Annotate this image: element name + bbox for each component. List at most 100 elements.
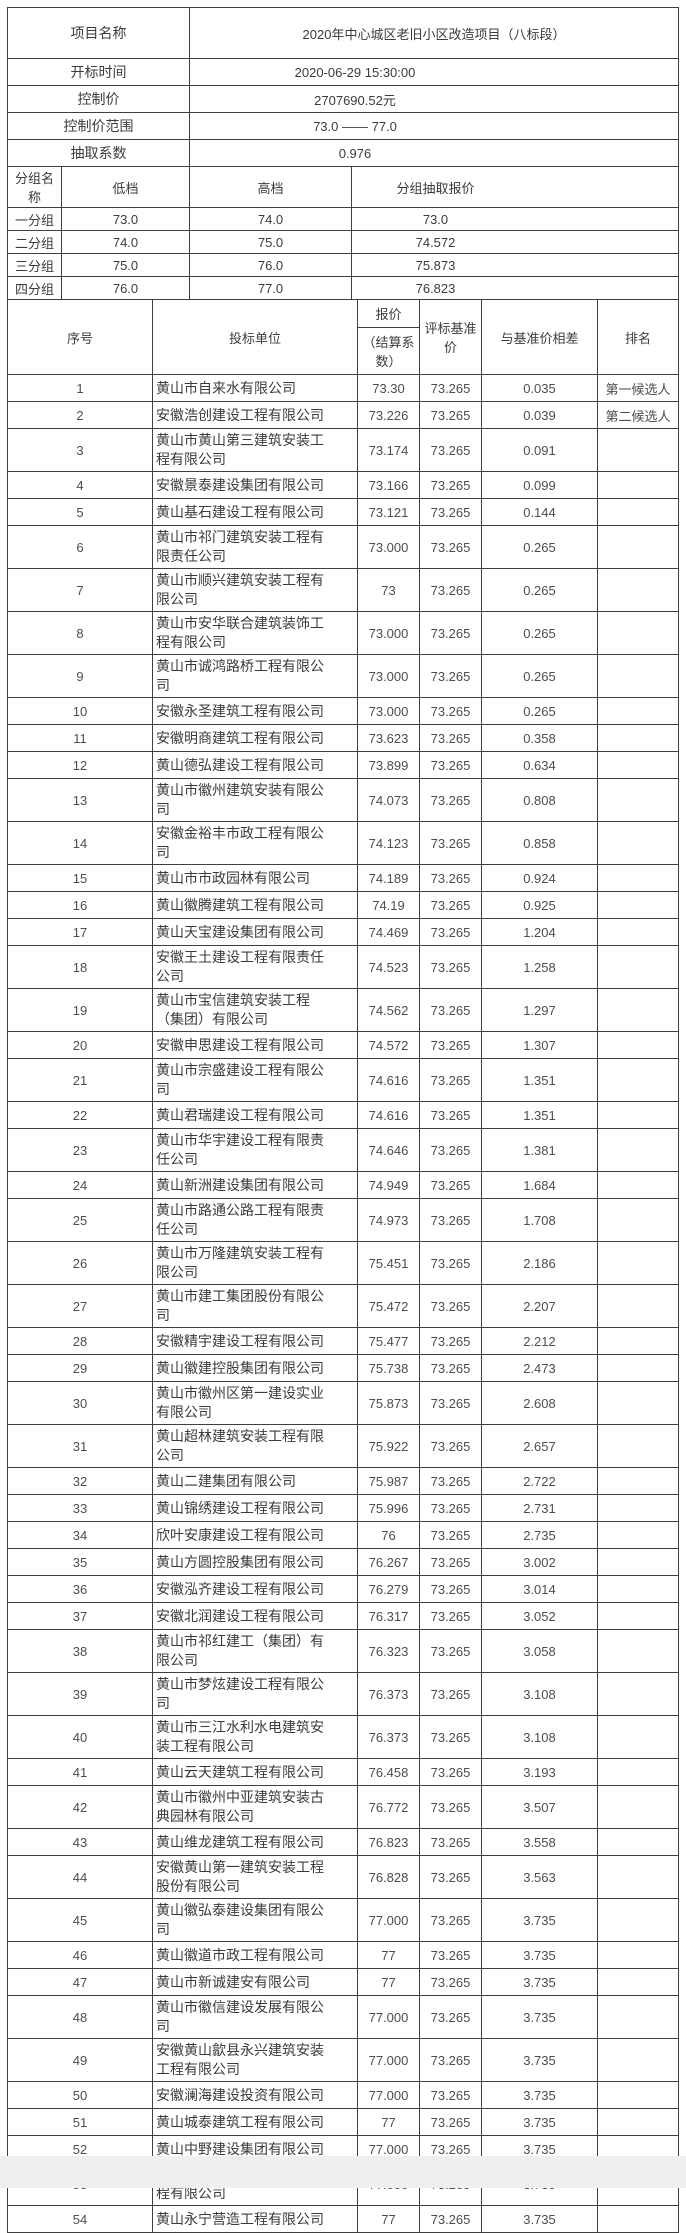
group-name: 三分组 [7,253,62,277]
group-high-value: 77.0 [189,276,352,300]
bid-no: 34 [7,1521,153,1549]
col-header-base: 评标基准价 [419,299,482,375]
bid-base-price: 73.265 [419,988,482,1032]
bid-row: 49 安徽黄山歙县永兴建筑安装工程有限公司 77.000 73.265 3.73… [7,2038,679,2082]
bid-row: 47 黄山市新诚建安有限公司 77 73.265 3.735 [7,1968,679,1996]
bid-company: 黄山徽建控股集团有限公司 [152,1354,358,1382]
bid-base-price: 73.265 [419,918,482,946]
bid-rank [597,568,679,612]
bid-no: 8 [7,611,153,655]
info-label: 控制价范围 [7,112,190,140]
bid-rows: 1 黄山市自来水有限公司 73.30 73.265 0.035 第一候选人 2 … [7,374,679,2233]
bid-base-price: 73.265 [419,1327,482,1355]
bid-no: 7 [7,568,153,612]
bid-row: 25 黄山市路通公路工程有限责任公司 74.973 73.265 1.708 [7,1198,679,1242]
bid-table-header-row: 序号 投标单位 报价 （结算系数） 评标基准价 与基准价相差 排名 [7,299,679,375]
bid-no: 54 [7,2205,153,2233]
bid-rank [597,778,679,822]
col-header-company: 投标单位 [152,299,358,375]
bid-price: 75.738 [357,1354,420,1382]
bid-row: 13 黄山市徽州建筑安装有限公司 74.073 73.265 0.808 [7,778,679,822]
bid-row: 2 安徽浩创建设工程有限公司 73.226 73.265 0.039 第二候选人 [7,401,679,429]
bid-price: 75.472 [357,1284,420,1328]
bid-row: 11 安徽明商建筑工程有限公司 73.623 73.265 0.358 [7,724,679,752]
bid-company: 黄山市安华联合建筑装饰工程有限公司 [152,611,358,655]
bid-diff: 0.634 [481,751,598,779]
bid-diff: 3.507 [481,1785,598,1829]
bid-diff: 0.265 [481,697,598,725]
bid-company: 黄山君瑞建设工程有限公司 [152,1101,358,1129]
bid-rank [597,2038,679,2082]
bid-company: 黄山市徽州区第一建设实业有限公司 [152,1381,358,1425]
bid-price: 74.523 [357,945,420,989]
bid-no: 6 [7,525,153,569]
info-value: 0.976 [189,139,679,167]
bid-diff: 1.351 [481,1101,598,1129]
bid-rank [597,697,679,725]
bid-no: 17 [7,918,153,946]
bid-no: 44 [7,1855,153,1899]
bid-rank [597,428,679,472]
group-low-value: 73.0 [61,207,190,231]
bid-price: 73 [357,568,420,612]
bid-row: 1 黄山市自来水有限公司 73.30 73.265 0.035 第一候选人 [7,374,679,402]
info-label: 项目名称 [7,7,190,59]
bid-rank [597,821,679,865]
bid-price: 77.000 [357,2081,420,2109]
bid-no: 45 [7,1898,153,1942]
bid-rank [597,1828,679,1856]
bid-diff: 3.735 [481,1898,598,1942]
bid-rank [597,498,679,526]
group-low-value: 76.0 [61,276,190,300]
bid-no: 12 [7,751,153,779]
bid-base-price: 73.265 [419,1715,482,1759]
bid-company: 安徽景泰建设集团有限公司 [152,471,358,499]
bid-base-price: 73.265 [419,1828,482,1856]
bid-rank [597,1785,679,1829]
bid-no: 11 [7,724,153,752]
bid-price: 76.317 [357,1602,420,1630]
bid-price: 74.616 [357,1058,420,1102]
bid-row: 22 黄山君瑞建设工程有限公司 74.616 73.265 1.351 [7,1101,679,1129]
bid-row: 8 黄山市安华联合建筑装饰工程有限公司 73.000 73.265 0.265 [7,611,679,655]
bid-rank [597,1672,679,1716]
bid-price: 73.166 [357,471,420,499]
bid-price: 76.267 [357,1548,420,1576]
bid-price: 76.828 [357,1855,420,1899]
bid-rank [597,945,679,989]
bid-company: 安徽北润建设工程有限公司 [152,1602,358,1630]
bid-rank [597,1521,679,1549]
group-high-value: 75.0 [189,230,352,254]
bid-base-price: 73.265 [419,1855,482,1899]
project-info-row: 抽取系数 0.976 [7,139,679,167]
bid-no: 32 [7,1467,153,1495]
bid-diff: 3.002 [481,1548,598,1576]
bid-base-price: 73.265 [419,1354,482,1382]
bid-diff: 1.204 [481,918,598,946]
bid-diff: 1.684 [481,1171,598,1199]
info-value: 2020-06-29 15:30:00 [189,58,679,86]
bid-row: 45 黄山徽弘泰建设集团有限公司 77.000 73.265 3.735 [7,1898,679,1942]
bid-row: 21 黄山市宗盛建设工程有限公司 74.616 73.265 1.351 [7,1058,679,1102]
bid-company: 欣叶安康建设工程有限公司 [152,1521,358,1549]
bid-diff: 3.735 [481,2108,598,2136]
bid-rank [597,1758,679,1786]
group-high-value: 76.0 [189,253,352,277]
col-header-price-bottom: （结算系数） [362,335,415,369]
bid-company: 黄山市徽州中亚建筑安装古典园林有限公司 [152,1785,358,1829]
bid-no: 25 [7,1198,153,1242]
bid-diff: 2.186 [481,1241,598,1285]
bid-diff: 1.307 [481,1031,598,1059]
bid-no: 1 [7,374,153,402]
bid-diff: 3.108 [481,1715,598,1759]
group-header-row: 分组名称 低档 高档 分组抽取报价 [7,166,679,208]
bid-company: 黄山市祁红建工（集团）有限公司 [152,1629,358,1673]
group-row: 四分组 76.0 77.0 76.823 [7,276,679,300]
info-value: 2020年中心城区老旧小区改造项目（八标段） [189,7,679,59]
bid-rank [597,1602,679,1630]
bid-row: 24 黄山新洲建设集团有限公司 74.949 73.265 1.684 [7,1171,679,1199]
bid-base-price: 73.265 [419,654,482,698]
bid-price: 74.949 [357,1171,420,1199]
bid-base-price: 73.265 [419,1128,482,1172]
project-info-row: 项目名称 2020年中心城区老旧小区改造项目（八标段） [7,7,679,59]
